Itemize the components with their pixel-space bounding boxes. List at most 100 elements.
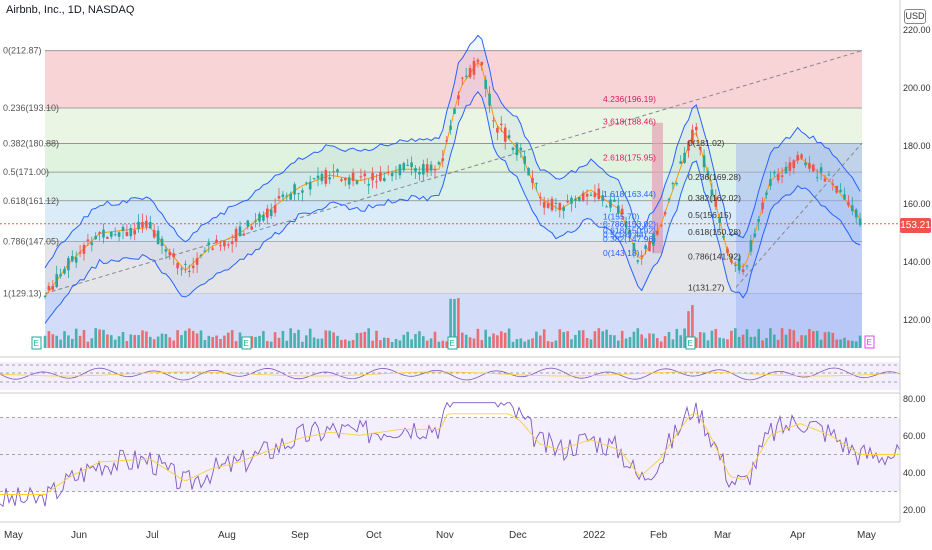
volume-bar [706, 340, 710, 348]
volume-bar [152, 339, 156, 348]
candle-body [539, 197, 542, 199]
candle-body [176, 263, 179, 269]
candle-body [632, 242, 636, 251]
time-tick-label: Dec [509, 530, 527, 541]
volume-bar [780, 328, 784, 348]
candle-body [250, 226, 253, 230]
volume-bar [94, 328, 97, 348]
candle-body [776, 173, 780, 181]
candle-body [593, 192, 597, 198]
candle-body [628, 229, 632, 232]
time-tick-label: Apr [790, 530, 806, 541]
candle-body [230, 241, 234, 244]
fib-zone [45, 143, 862, 173]
candle-body [523, 156, 526, 164]
candle-body [425, 164, 429, 173]
volume-bar [129, 334, 133, 348]
candle-body [398, 164, 402, 176]
candle-body [90, 242, 94, 246]
candle-body [199, 254, 203, 256]
candle-body [59, 274, 62, 277]
volume-bar [106, 334, 109, 348]
candle-body [652, 233, 655, 246]
volume-bar [605, 329, 608, 348]
candle-body [219, 245, 222, 247]
candle-body [94, 235, 97, 240]
candle-body [613, 199, 616, 202]
volume-bar [453, 299, 456, 348]
candle-body [102, 229, 105, 238]
trend-line [44, 50, 863, 295]
sub-indicator-line [0, 367, 901, 381]
candle-body [98, 232, 101, 234]
volume-bar [425, 340, 429, 348]
volume-bar [386, 337, 390, 348]
price-tick-label: 200.00 [903, 83, 931, 93]
earnings-letter: E [244, 339, 249, 348]
candle-body [367, 184, 370, 186]
volume-bar [609, 334, 612, 348]
candle-body [815, 177, 819, 179]
candle-body [558, 202, 562, 211]
volume-bar [437, 341, 441, 348]
volume-bar [589, 339, 593, 348]
volume-bar [308, 328, 312, 348]
volume-bar [168, 337, 172, 348]
volume-bar [149, 336, 152, 348]
candle-body [492, 120, 495, 122]
volume-bar [679, 335, 682, 348]
volume-bar [765, 338, 768, 348]
volume-bar [745, 329, 749, 348]
time-tick-label: Jun [71, 530, 87, 541]
candle-body [847, 201, 850, 206]
volume-bar [414, 334, 417, 348]
candle-body [312, 178, 316, 180]
candle-body [687, 141, 690, 151]
candle-body [745, 265, 749, 267]
candle-body [851, 205, 854, 212]
volume-bar [289, 328, 292, 348]
time-tick-label: Feb [650, 530, 668, 541]
volume-bar [562, 332, 565, 348]
earnings-box [447, 336, 458, 350]
volume-bar [741, 334, 745, 348]
candle-body [78, 252, 82, 254]
volume-bar [234, 341, 238, 348]
candle-body [246, 220, 250, 227]
volume-bar [211, 337, 214, 348]
candle-body [659, 224, 663, 226]
candle-body [546, 203, 550, 208]
volume-bar [305, 335, 308, 348]
candle-body [784, 166, 788, 174]
volume-bar [390, 341, 394, 348]
volume-bar [59, 339, 62, 348]
volume-bar [464, 334, 468, 348]
volume-bar [492, 333, 495, 348]
volume-bar [617, 340, 620, 348]
volume-bar [230, 330, 234, 348]
candle-body [418, 172, 421, 175]
currency-badge[interactable]: USD [904, 9, 926, 24]
volume-bar [398, 340, 402, 348]
candle-body [113, 234, 117, 236]
volume-bar [597, 328, 601, 348]
candle-body [328, 177, 331, 180]
volume-bar [195, 333, 199, 348]
volume-bar [324, 330, 328, 348]
volume-bar [695, 337, 698, 348]
volume-bar [628, 337, 632, 348]
volume-bar [726, 339, 729, 348]
candle-body [531, 177, 534, 183]
candle-body [180, 268, 183, 270]
volume-bar [776, 339, 780, 348]
candle-body [211, 248, 214, 250]
fib-ext-label: 0(143.18) [603, 248, 640, 258]
rsi-line [0, 401, 901, 508]
volume-bar [663, 336, 667, 348]
candle-body [301, 190, 304, 193]
volume-bar [558, 329, 562, 348]
volume-bar [773, 334, 776, 348]
fib-label: 0.786(147.05) [3, 237, 59, 247]
time-tick-label: Oct [366, 530, 382, 541]
